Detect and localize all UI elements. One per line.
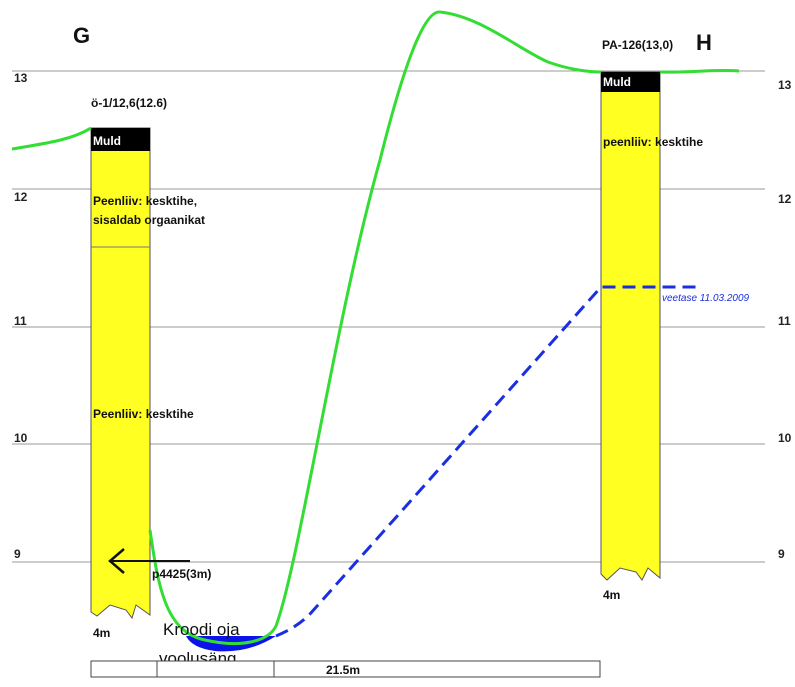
elevation-ticks-right: 13 12 11 10 9	[778, 78, 792, 561]
reference-label: p4425(3m)	[152, 567, 211, 581]
tick-label-left: 9	[14, 547, 21, 561]
borehole-right: PA-126(13,0) Muld peenliiv: kesktihe 4m	[600, 38, 703, 602]
tick-label-left: 13	[14, 71, 28, 85]
borehole-column	[600, 71, 661, 581]
stream-label-line1: Kroodi oja	[163, 620, 240, 639]
scale-bar-frame	[90, 660, 601, 678]
layer-label: Peenliiv: kesktihe	[93, 407, 194, 421]
section-point-right: H	[696, 30, 712, 55]
borehole-left: ö-1/12,6(12.6) Muld Peenliiv: kesktihe, …	[90, 96, 205, 640]
topsoil-label: Muld	[603, 75, 631, 89]
topsoil-label: Muld	[93, 134, 121, 148]
tick-label-left: 10	[14, 431, 28, 445]
distance-label: 21.5m	[326, 663, 360, 677]
tick-label-right: 13	[778, 78, 792, 92]
borehole-title: ö-1/12,6(12.6)	[91, 96, 167, 110]
water-level-label: veetase 11.03.2009	[662, 293, 750, 304]
topsoil-layer	[601, 72, 660, 92]
borehole-title: PA-126(13,0)	[602, 38, 673, 52]
reference-arrow: p4425(3m)	[108, 548, 211, 581]
tick-label-right: 9	[778, 547, 785, 561]
arrow-head-icon	[108, 548, 125, 574]
tick-label-right: 10	[778, 431, 792, 445]
tick-label-right: 11	[778, 314, 791, 328]
terrain-surface	[11, 10, 740, 646]
tick-label-left: 12	[14, 190, 28, 204]
elevation-ticks-left: 13 12 11 10 9	[14, 71, 28, 561]
layer-label: sisaldab orgaanikat	[93, 213, 205, 227]
terrain-line-left	[11, 126, 92, 151]
depth-label: 4m	[93, 626, 110, 640]
borehole-column	[90, 127, 151, 620]
layer-label: peenliiv: kesktihe	[603, 135, 703, 149]
topsoil-layer	[91, 128, 150, 151]
terrain-line-main	[148, 10, 602, 646]
depth-label: 4m	[603, 588, 620, 602]
terrain-line-right	[659, 68, 740, 74]
tick-label-left: 11	[14, 314, 27, 328]
tick-label-right: 12	[778, 192, 792, 206]
distance-scale-bar: 21.5m	[90, 660, 601, 678]
groundwater-level-line	[275, 285, 702, 638]
layer-label: Peenliiv: kesktihe,	[93, 194, 197, 208]
section-point-left: G	[73, 23, 90, 48]
